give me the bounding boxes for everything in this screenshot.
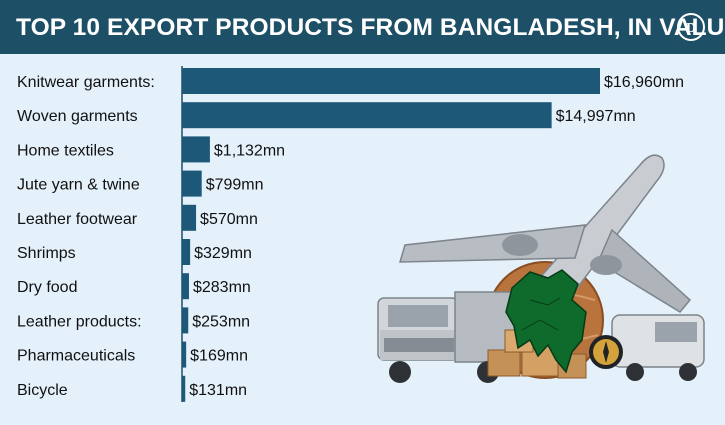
- value-label: $14,997mn: [556, 108, 636, 125]
- value-label: $283mn: [193, 279, 251, 296]
- value-label: $799mn: [206, 177, 264, 194]
- category-label: Jute yarn & twine: [17, 177, 140, 194]
- bar: [182, 341, 187, 368]
- truck-icon: [377, 291, 516, 383]
- bar: [182, 136, 210, 163]
- chart-title: TOP 10 EXPORT PRODUCTS FROM BANGLADESH, …: [16, 14, 725, 41]
- title-banner: TOP 10 EXPORT PRODUCTS FROM BANGLADESH, …: [0, 0, 725, 54]
- category-label: Dry food: [17, 279, 77, 296]
- van-icon: [611, 314, 705, 381]
- export-illustration: [377, 154, 705, 383]
- bar: [182, 273, 189, 300]
- category-label: Pharmaceuticals: [17, 348, 135, 365]
- compass-icon: [589, 335, 623, 369]
- value-label: $131mn: [189, 382, 247, 399]
- value-label: $1,132mn: [214, 142, 285, 159]
- category-label: Knitwear garments:: [17, 74, 155, 91]
- category-label: Home textiles: [17, 142, 114, 159]
- bar: [182, 102, 552, 129]
- category-label: Woven garments: [17, 108, 138, 125]
- value-label: $570mn: [200, 211, 258, 228]
- bangladesh-map-icon: [505, 269, 587, 374]
- value-label: $329mn: [194, 245, 252, 262]
- category-label: Shrimps: [17, 245, 76, 262]
- bar: [182, 170, 202, 197]
- svg-text:D: D: [686, 21, 696, 36]
- bar: [182, 204, 197, 231]
- category-label: Leather products:: [17, 313, 142, 330]
- category-label: Bicycle: [17, 382, 68, 399]
- bar: [182, 239, 191, 265]
- value-label: $169mn: [190, 348, 248, 365]
- value-label: $16,960mn: [604, 74, 684, 91]
- bar: [182, 307, 189, 334]
- daily-star-logo-icon: D: [677, 13, 705, 41]
- category-label: Leather footwear: [17, 211, 138, 228]
- bar-group: Knitwear garments: $16,960mn Woven garment…: [17, 68, 684, 402]
- bar: [182, 68, 600, 94]
- bar: [182, 375, 186, 402]
- value-label: $253mn: [192, 313, 250, 330]
